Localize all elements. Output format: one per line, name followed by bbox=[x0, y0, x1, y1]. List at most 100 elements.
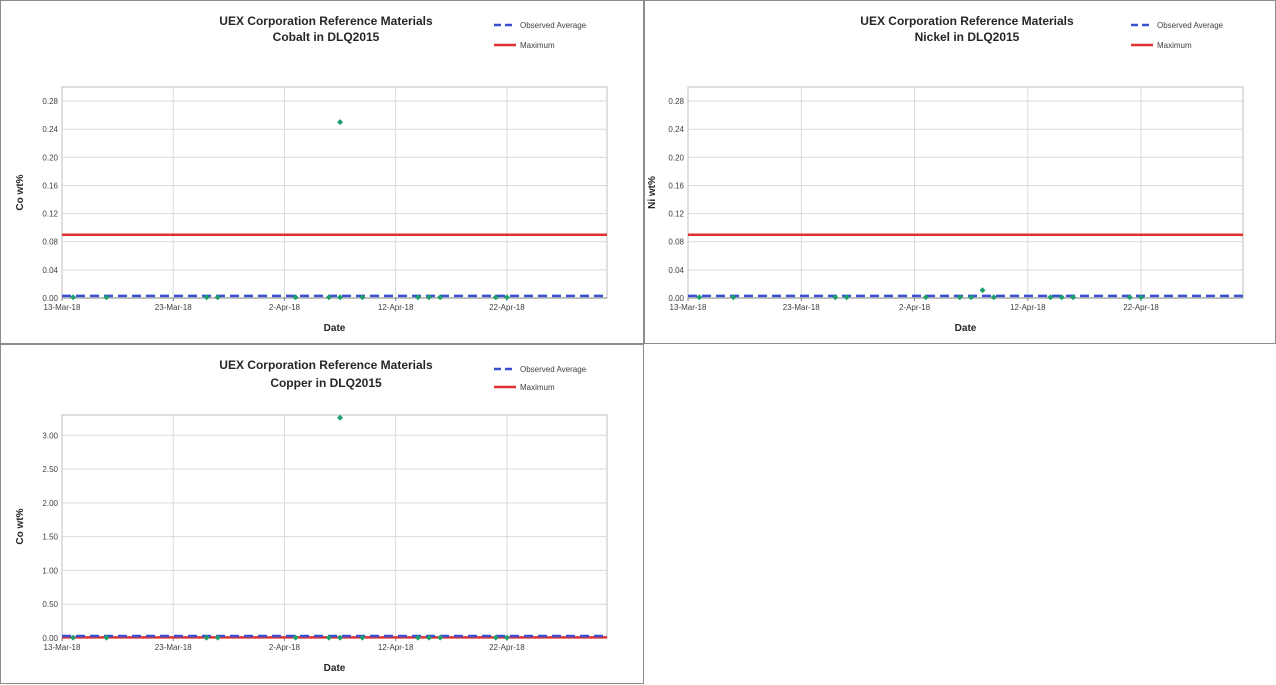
plot-area bbox=[61, 414, 608, 639]
data-point bbox=[203, 634, 210, 641]
data-point bbox=[70, 294, 77, 301]
x-tick-label: 13-Mar-18 bbox=[44, 303, 81, 312]
chart-title-line1: UEX Corporation Reference Materials bbox=[860, 14, 1074, 28]
x-axis-label: Date bbox=[955, 323, 977, 334]
y-axis-label: Co wt% bbox=[15, 508, 26, 544]
data-point bbox=[292, 294, 299, 301]
data-point bbox=[103, 294, 110, 301]
x-axis-label: Date bbox=[324, 663, 346, 674]
data-point bbox=[414, 634, 421, 641]
data-point bbox=[1126, 294, 1133, 301]
data-point bbox=[979, 287, 986, 294]
y-tick-label: 0.16 bbox=[668, 181, 684, 190]
y-tick-label: 0.12 bbox=[42, 210, 58, 219]
y-tick-label: 2.00 bbox=[42, 499, 58, 508]
x-tick-label: 13-Mar-18 bbox=[670, 303, 707, 312]
legend-average-label: Observed Average bbox=[520, 21, 587, 30]
x-tick-label: 23-Mar-18 bbox=[155, 643, 192, 652]
data-point bbox=[503, 294, 510, 301]
data-point bbox=[843, 294, 850, 301]
data-point bbox=[325, 634, 332, 641]
data-point bbox=[214, 634, 221, 641]
chart-panel-nickel: UEX Corporation Reference Materials Nicke… bbox=[644, 0, 1276, 344]
y-axis-label: Ni wt% bbox=[647, 176, 658, 209]
x-tick-label: 13-Mar-18 bbox=[44, 643, 81, 652]
x-axis-label: Date bbox=[324, 323, 346, 334]
chart-title-line2: Nickel in DLQ2015 bbox=[915, 30, 1020, 44]
data-point bbox=[956, 294, 963, 301]
y-tick-label: 0.00 bbox=[668, 294, 684, 303]
data-point bbox=[730, 294, 737, 301]
legend: Observed Average Maximum bbox=[494, 21, 587, 50]
data-point bbox=[1138, 294, 1145, 301]
x-tick-label: 12-Apr-18 bbox=[378, 643, 414, 652]
chart-panel-cobalt: UEX Corporation Reference Materials Cobal… bbox=[0, 0, 644, 344]
data-point bbox=[503, 634, 510, 641]
plot-area bbox=[687, 86, 1244, 299]
y-tick-label: 0.20 bbox=[42, 153, 58, 162]
chart-cobalt: UEX Corporation Reference Materials Cobal… bbox=[15, 14, 608, 334]
chart-title-line2: Cobalt in DLQ2015 bbox=[273, 30, 380, 44]
legend-average-label: Observed Average bbox=[1157, 21, 1224, 30]
data-point bbox=[1070, 294, 1077, 301]
y-tick-label: 0.24 bbox=[42, 125, 58, 134]
data-point bbox=[492, 294, 499, 301]
y-tick-label: 3.00 bbox=[42, 431, 58, 440]
legend-maximum-label: Maximum bbox=[520, 41, 555, 50]
x-tick-label: 23-Mar-18 bbox=[155, 303, 192, 312]
data-point bbox=[968, 294, 975, 301]
y-tick-label: 1.00 bbox=[42, 566, 58, 575]
x-tick-label: 2-Apr-18 bbox=[269, 303, 301, 312]
chart-panel-copper: UEX Corporation Reference Materials Coppe… bbox=[0, 344, 644, 684]
y-tick-label: 1.50 bbox=[42, 533, 58, 542]
data-point bbox=[359, 634, 366, 641]
chart-nickel: UEX Corporation Reference Materials Nicke… bbox=[647, 14, 1244, 334]
data-point bbox=[922, 294, 929, 301]
chart-title-line1: UEX Corporation Reference Materials bbox=[219, 358, 433, 372]
data-point bbox=[426, 634, 433, 641]
data-point bbox=[203, 294, 210, 301]
data-point bbox=[437, 294, 444, 301]
x-tick-label: 12-Apr-18 bbox=[378, 303, 414, 312]
data-point bbox=[1047, 294, 1054, 301]
data-point bbox=[214, 294, 221, 301]
y-axis-label: Co wt% bbox=[15, 174, 26, 210]
data-point bbox=[337, 119, 344, 126]
legend: Observed Average Maximum bbox=[494, 365, 587, 392]
data-point bbox=[990, 294, 997, 301]
y-tick-label: 0.20 bbox=[668, 153, 684, 162]
y-tick-label: 0.04 bbox=[668, 266, 684, 275]
y-tick-label: 0.04 bbox=[42, 266, 58, 275]
data-point bbox=[292, 634, 299, 641]
data-point bbox=[103, 634, 110, 641]
data-point bbox=[337, 634, 344, 641]
x-tick-label: 2-Apr-18 bbox=[899, 303, 931, 312]
data-point bbox=[359, 294, 366, 301]
x-tick-label: 22-Apr-18 bbox=[489, 303, 525, 312]
legend-maximum-label: Maximum bbox=[1157, 41, 1192, 50]
legend-maximum-label: Maximum bbox=[520, 383, 555, 392]
y-tick-label: 0.12 bbox=[668, 210, 684, 219]
chart-title-line1: UEX Corporation Reference Materials bbox=[219, 14, 433, 28]
data-point bbox=[414, 294, 421, 301]
y-tick-label: 0.08 bbox=[42, 238, 58, 247]
y-tick-label: 0.08 bbox=[668, 238, 684, 247]
y-tick-label: 0.50 bbox=[42, 600, 58, 609]
x-tick-label: 22-Apr-18 bbox=[489, 643, 525, 652]
data-point bbox=[337, 414, 344, 421]
x-tick-label: 23-Mar-18 bbox=[783, 303, 820, 312]
x-tick-label: 2-Apr-18 bbox=[269, 643, 301, 652]
data-point bbox=[337, 294, 344, 301]
y-tick-label: 0.00 bbox=[42, 634, 58, 643]
chart-copper: UEX Corporation Reference Materials Coppe… bbox=[15, 358, 608, 674]
chart-title-line2: Copper in DLQ2015 bbox=[270, 376, 382, 390]
data-point bbox=[426, 294, 433, 301]
y-tick-label: 0.24 bbox=[668, 125, 684, 134]
y-tick-label: 0.00 bbox=[42, 294, 58, 303]
x-tick-label: 12-Apr-18 bbox=[1010, 303, 1046, 312]
legend-average-label: Observed Average bbox=[520, 365, 587, 374]
data-point bbox=[325, 294, 332, 301]
data-point bbox=[492, 634, 499, 641]
y-tick-label: 0.28 bbox=[668, 97, 684, 106]
data-point bbox=[832, 294, 839, 301]
